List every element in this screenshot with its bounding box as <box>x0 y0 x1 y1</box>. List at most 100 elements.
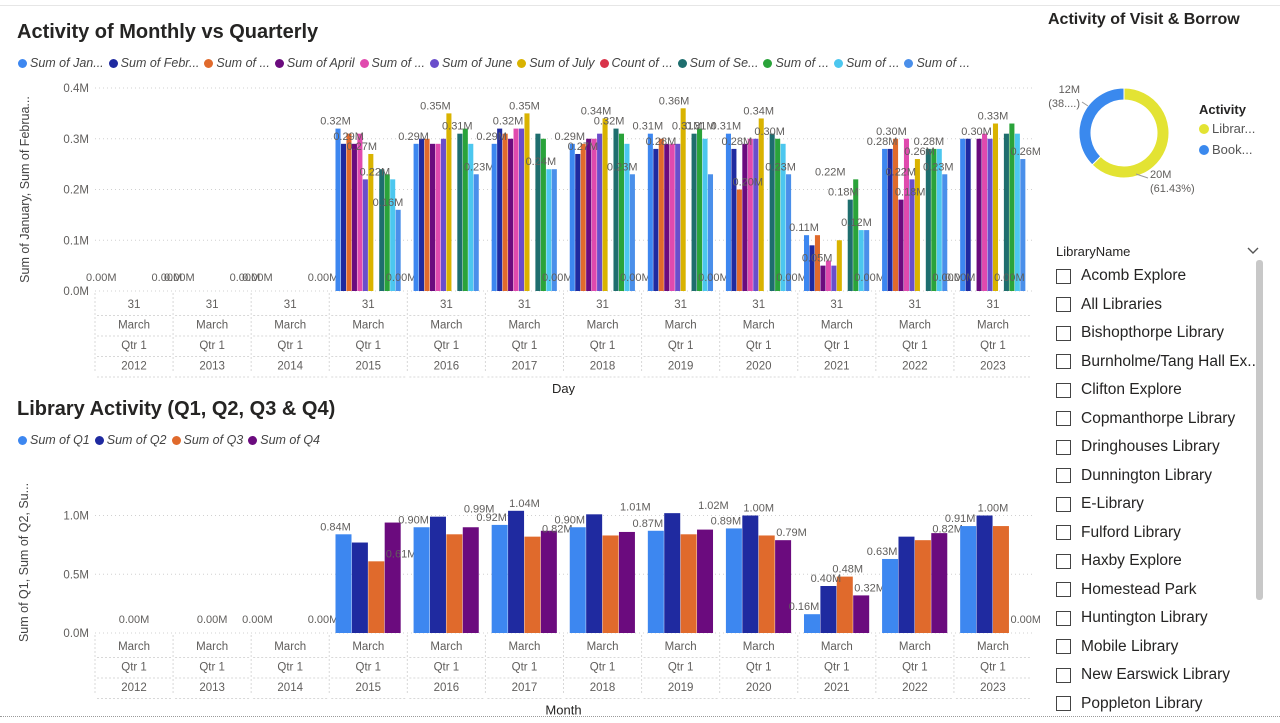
legend-item[interactable]: Sum of Q4 <box>248 433 320 447</box>
bar-2017-2 <box>502 133 508 291</box>
data-label: 0.00M <box>152 272 183 284</box>
donut-legend-item-library[interactable]: Librar... <box>1199 121 1255 136</box>
checkbox[interactable] <box>1056 325 1071 341</box>
data-label: 0.00M <box>242 272 273 284</box>
legend-item[interactable]: Sum of April <box>274 56 355 70</box>
legend-item[interactable]: Sum of Jan... <box>18 56 104 70</box>
slicer-item[interactable]: Haxby Explore <box>1046 547 1260 576</box>
legend-dot-icon <box>763 58 773 68</box>
legend-item[interactable]: Sum of Q2 <box>94 433 167 447</box>
legend-dot-icon <box>677 58 687 68</box>
legend-item[interactable]: Sum of ... <box>763 56 829 70</box>
checkbox[interactable] <box>1056 297 1071 313</box>
legend-label: Count of ... <box>611 56 673 70</box>
legend-item[interactable]: Sum of July <box>517 56 595 70</box>
slicer-item[interactable]: Clifton Explore <box>1046 376 1260 405</box>
data-label: 0.26M <box>904 146 935 158</box>
legend-label: Sum of Q2 <box>106 433 167 447</box>
y-tick-label: 0.5M <box>63 569 89 581</box>
donut-legend-label: Librar... <box>1212 121 1256 136</box>
bar-2020-10 <box>780 143 786 291</box>
slicer-item[interactable]: All Libraries <box>1046 291 1260 320</box>
bar-2020-1 <box>731 148 737 291</box>
legend-item[interactable]: Sum of ... <box>904 56 970 70</box>
x-tick-label: March <box>743 320 775 332</box>
checkbox[interactable] <box>1056 411 1071 427</box>
donut-legend-title: Activity <box>1199 102 1246 117</box>
checkbox[interactable] <box>1056 382 1071 398</box>
x-tick-label: 31 <box>128 299 141 311</box>
data-label: 0.32M <box>320 116 351 128</box>
slicer-item[interactable]: Acomb Explore <box>1046 262 1260 291</box>
data-label: 0.91M <box>945 513 976 525</box>
slicer-item[interactable]: Burnholme/Tang Hall Ex... <box>1046 348 1260 377</box>
bar-2017-4 <box>513 128 519 291</box>
x-tick-label: 2021 <box>824 361 850 373</box>
data-label: 0.31M <box>685 121 716 133</box>
legend-item[interactable]: Sum of Febr... <box>108 56 199 70</box>
slicer-item[interactable]: New Earswick Library <box>1046 661 1260 690</box>
checkbox[interactable] <box>1056 582 1071 598</box>
checkbox[interactable] <box>1056 468 1071 484</box>
bar-2022-10 <box>936 148 942 291</box>
checkbox[interactable] <box>1056 496 1071 512</box>
bar-2023-8 <box>1003 133 1009 291</box>
slicer-item[interactable]: Poppleton Library <box>1046 690 1260 719</box>
legend-item[interactable]: Sum of Se... <box>677 56 758 70</box>
bar-2016-0 <box>413 527 430 633</box>
monthly-vs-quarterly-visual[interactable]: Activity of Monthly vs Quarterly Sum of … <box>10 10 1040 395</box>
legend-item[interactable]: Sum of Q1 <box>18 433 90 447</box>
slicer-item[interactable]: Huntington Library <box>1046 604 1260 633</box>
bar-2021-4 <box>825 260 831 291</box>
checkbox[interactable] <box>1056 354 1071 370</box>
chevron-down-icon[interactable] <box>1246 245 1260 259</box>
checkbox[interactable] <box>1056 610 1071 626</box>
bar-2021-1 <box>809 245 815 291</box>
legend-item[interactable]: Sum of June <box>430 56 512 70</box>
bar-2017-10 <box>546 169 552 291</box>
checkbox[interactable] <box>1056 696 1071 712</box>
slicer-item[interactable]: Homestead Park <box>1046 576 1260 605</box>
slicer-item[interactable]: Bishopthorpe Library <box>1046 319 1260 348</box>
bar-2018-3 <box>586 138 592 291</box>
slicer-item-label: All Libraries <box>1081 295 1162 313</box>
checkbox[interactable] <box>1056 268 1071 284</box>
legend-item[interactable]: Sum of ... <box>204 56 270 70</box>
x-tick-label: March <box>665 320 697 332</box>
slicer-item[interactable]: Dringhouses Library <box>1046 433 1260 462</box>
data-label: 0.84M <box>320 521 351 533</box>
legend-item[interactable]: Count of ... <box>599 56 673 70</box>
x-tick-label: March <box>196 641 228 653</box>
bar-2016-1 <box>429 516 446 633</box>
slicer-scrollbar[interactable] <box>1256 260 1264 600</box>
top-border <box>0 0 1280 6</box>
donut-legend-item-book[interactable]: Book... <box>1199 142 1255 157</box>
legend-label: Sum of ... <box>371 56 426 70</box>
x-tick-label: Qtr 1 <box>199 662 225 674</box>
slicer-header[interactable]: LibraryName <box>1046 236 1270 263</box>
legend-item[interactable]: Sum of ... <box>359 56 426 70</box>
bar-2017-9 <box>540 138 546 291</box>
checkbox[interactable] <box>1056 667 1071 683</box>
slicer-item[interactable]: E-Library <box>1046 490 1260 519</box>
legend-item[interactable]: Sum of Q3 <box>171 433 243 447</box>
library-activity-visual[interactable]: Library Activity (Q1, Q2, Q3 & Q4) Sum o… <box>10 390 1040 716</box>
slicer-item[interactable]: Fulford Library <box>1046 519 1260 548</box>
x-tick-label: Qtr 1 <box>824 340 850 352</box>
data-label: 1.04M <box>509 498 540 510</box>
visit-borrow-visual[interactable]: Activity of Visit & Borrow 12M (38....) 20… <box>1040 6 1280 226</box>
data-label: 0.23M <box>607 161 638 173</box>
slicer-item[interactable]: Dunnington Library <box>1046 462 1260 491</box>
bar-2018-2 <box>580 143 586 291</box>
slicer-item[interactable]: Mobile Library <box>1046 633 1260 662</box>
checkbox[interactable] <box>1056 639 1071 655</box>
library-name-slicer[interactable]: LibraryName Acomb Explore All Libraries Bi… <box>1046 236 1270 714</box>
slicer-item[interactable]: Copmanthorpe Library <box>1046 405 1260 434</box>
x-tick-label: 2012 <box>121 682 147 694</box>
checkbox[interactable] <box>1056 439 1071 455</box>
checkbox[interactable] <box>1056 553 1071 569</box>
data-label: 1.01M <box>620 501 651 513</box>
checkbox[interactable] <box>1056 525 1071 541</box>
slicer-scroll-thumb[interactable] <box>1256 260 1263 600</box>
legend-item[interactable]: Sum of ... <box>833 56 899 70</box>
